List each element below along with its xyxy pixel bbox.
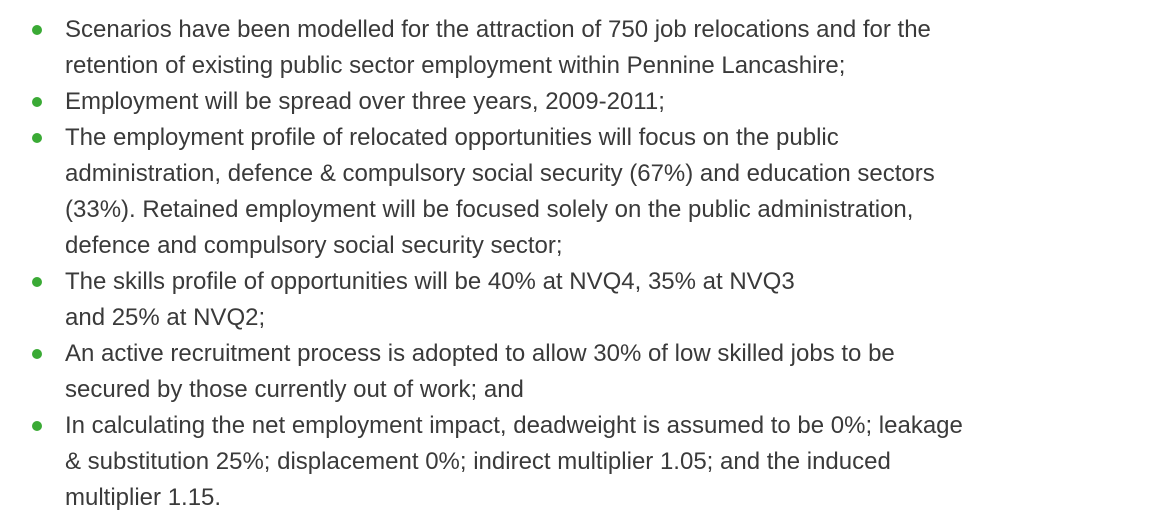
item-text-line: secured by those currently out of work; … <box>65 376 524 403</box>
item-text-line: An active recruitment process is adopted… <box>65 340 895 367</box>
item-text-line: retention of existing public sector empl… <box>65 52 846 79</box>
item-text-line: administration, defence & compulsory soc… <box>65 160 935 187</box>
item-text-line: In calculating the net employment impact… <box>65 412 963 439</box>
bullet <box>32 421 42 431</box>
list-item: Scenarios have been modelled for the att… <box>0 12 1151 84</box>
list-item: The employment profile of relocated oppo… <box>0 120 1151 264</box>
bullet <box>32 25 42 35</box>
item-text-line: Employment will be spread over three yea… <box>65 88 665 115</box>
bullet <box>32 97 42 107</box>
list-item: In calculating the net employment impact… <box>0 408 1151 516</box>
item-text-line: & substitution 25%; displacement 0%; ind… <box>65 448 891 475</box>
list-item: An active recruitment process is adopted… <box>0 336 1151 408</box>
list-item: The skills profile of opportunities will… <box>0 264 1151 336</box>
item-text-line: and 25% at NVQ2; <box>65 304 266 331</box>
bullet-list: Scenarios have been modelled for the att… <box>0 12 1151 516</box>
bullet <box>32 349 42 359</box>
item-text-line: Scenarios have been modelled for the att… <box>65 16 931 43</box>
item-text-line: The skills profile of opportunities will… <box>65 268 795 295</box>
item-text-line: defence and compulsory social security s… <box>65 232 563 259</box>
bullet <box>32 277 42 287</box>
item-text-line: (33%). Retained employment will be focus… <box>65 196 914 223</box>
bullet <box>32 133 42 143</box>
item-text-line: multiplier 1.15. <box>65 484 222 511</box>
list-item: Employment will be spread over three yea… <box>0 84 1151 120</box>
item-text-line: The employment profile of relocated oppo… <box>65 124 839 151</box>
